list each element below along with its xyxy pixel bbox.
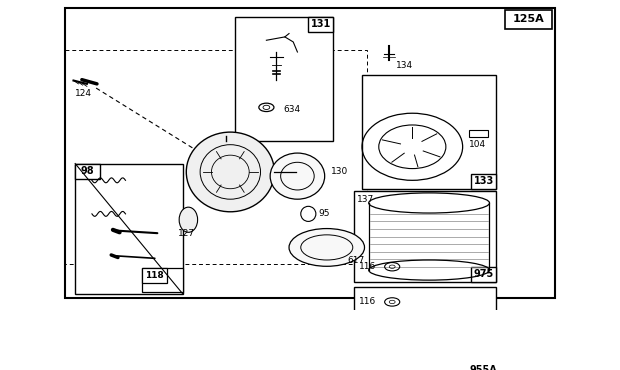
Text: 125A: 125A [513,14,544,24]
Bar [65,50,367,264]
Bar [353,287,496,370]
Bar [75,164,182,293]
Bar [471,267,496,282]
Text: eReplacementParts.com: eReplacementParts.com [234,178,386,191]
Text: 124: 124 [75,90,92,98]
Text: 98: 98 [81,166,94,176]
Text: 127: 127 [177,229,195,238]
Text: 137: 137 [357,195,374,204]
Ellipse shape [186,132,275,212]
Bar [353,191,496,282]
Text: 131: 131 [311,19,331,29]
Bar [505,10,552,28]
Bar [75,164,100,179]
Text: 116: 116 [358,297,376,306]
Text: 975: 975 [474,269,494,279]
Bar [142,268,167,283]
Ellipse shape [289,229,365,266]
Text: 95: 95 [319,209,330,218]
Text: 133: 133 [474,176,494,186]
Text: 130: 130 [331,168,348,176]
Text: 118: 118 [146,272,164,280]
Text: 617: 617 [347,256,364,265]
Text: 955A: 955A [470,365,497,370]
Ellipse shape [179,207,198,232]
Bar [471,174,496,189]
Text: 116: 116 [358,262,376,271]
Text: 634: 634 [283,105,300,114]
Bar [471,362,496,370]
Bar [469,130,488,137]
Text: 134: 134 [396,61,413,70]
Text: 104: 104 [469,140,487,149]
Bar [362,75,496,189]
Ellipse shape [270,153,325,199]
Bar [234,17,334,141]
Bar [308,17,334,32]
Bar [142,268,182,292]
